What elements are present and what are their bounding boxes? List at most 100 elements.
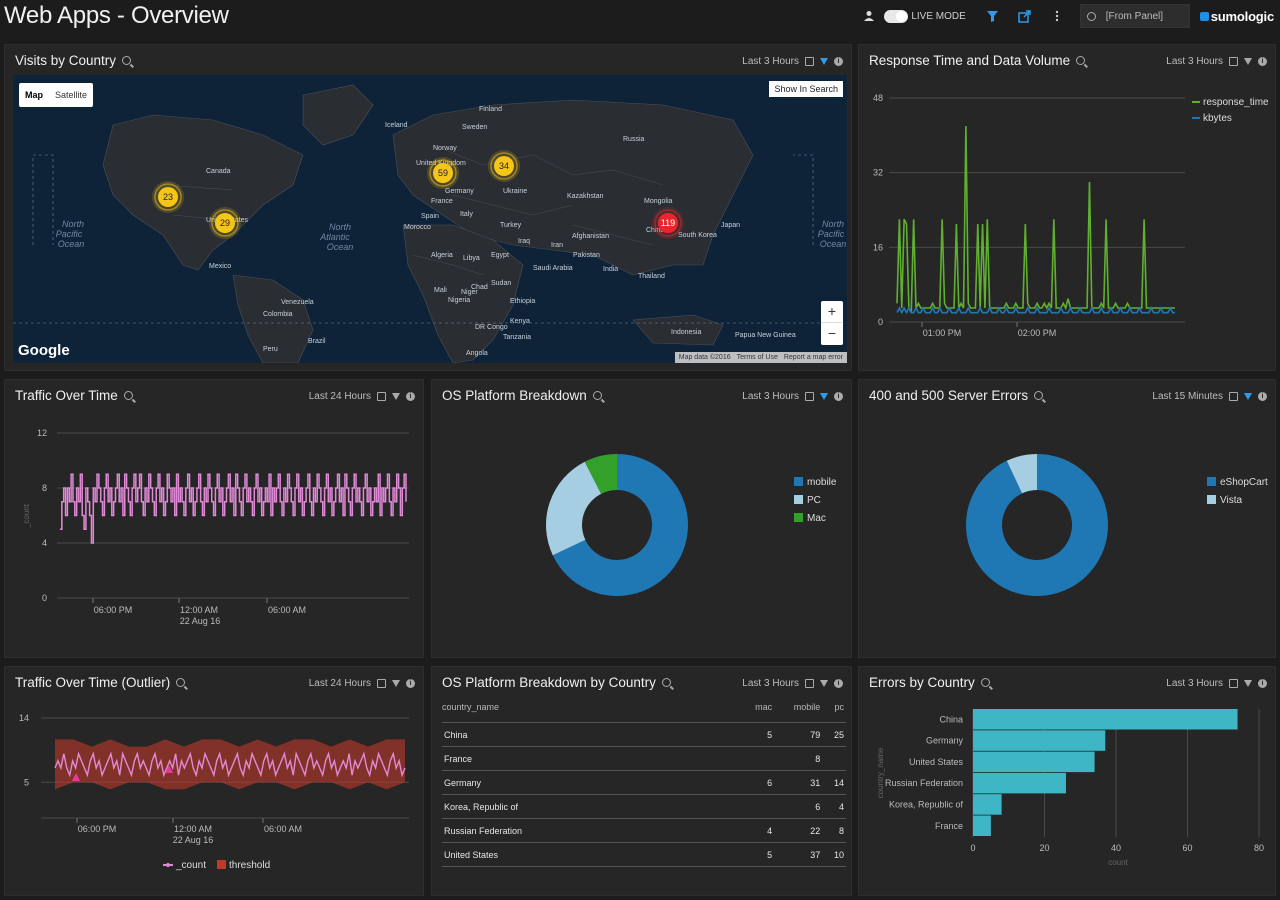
zoom-out-button[interactable]: −	[827, 325, 837, 341]
visit-cluster-marker[interactable]: 23	[152, 181, 184, 213]
report-error-link[interactable]: Report a map error	[783, 354, 843, 361]
info-icon[interactable]: i	[1258, 679, 1267, 688]
world-map[interactable]: Greenland Iceland Finland Sweden Norway Russi…	[13, 75, 847, 363]
live-mode-toggle[interactable]	[884, 9, 909, 23]
bar[interactable]	[973, 794, 1002, 815]
search-icon[interactable]	[661, 678, 671, 687]
donut-slice-mac[interactable]	[584, 454, 617, 494]
copy-icon[interactable]	[805, 679, 814, 688]
map-place-label: Tanzania	[503, 334, 531, 341]
table-row[interactable]: Russian Federation 4 22 8	[442, 818, 846, 843]
info-icon[interactable]: i	[1258, 57, 1267, 66]
satellite-button[interactable]: Satellite	[55, 90, 88, 100]
y-axis-label: country_name	[876, 747, 885, 798]
y-tick-label: 5	[24, 777, 29, 787]
copy-icon[interactable]	[1229, 679, 1238, 688]
copy-icon[interactable]	[1229, 57, 1238, 66]
y-tick-label: 16	[873, 242, 883, 252]
filter-icon[interactable]	[820, 58, 828, 65]
map-place-label: Thailand	[638, 273, 665, 280]
donut-slice-mobile[interactable]	[552, 454, 688, 596]
bar[interactable]	[973, 730, 1106, 751]
cluster-count: 119	[661, 218, 675, 228]
copy-icon[interactable]	[805, 57, 814, 66]
table-row[interactable]: China 5 79 25	[442, 722, 846, 747]
ocean-label: Ocean	[327, 242, 354, 252]
copy-icon[interactable]	[377, 679, 386, 688]
share-icon[interactable]	[1016, 7, 1034, 25]
outlier-marker[interactable]	[72, 773, 80, 781]
show-in-search-button[interactable]: Show In Search	[769, 81, 843, 97]
map-place-label: China	[646, 227, 664, 234]
bar[interactable]	[973, 772, 1066, 794]
info-icon[interactable]: i	[834, 392, 843, 401]
x-tick-label: 40	[1111, 843, 1121, 853]
table-cell: 31	[774, 770, 823, 795]
y-tick-label: 8	[42, 483, 47, 493]
search-icon[interactable]	[122, 56, 132, 65]
search-icon[interactable]	[1076, 56, 1086, 65]
visit-cluster-marker[interactable]: 119	[652, 207, 684, 239]
legend-label: kbytes	[1203, 113, 1232, 124]
bar[interactable]	[973, 751, 1095, 773]
legend-label: Mac	[807, 513, 826, 524]
donut-slice-eshopcart[interactable]	[966, 454, 1108, 596]
table-row[interactable]: France 8	[442, 746, 846, 771]
ocean-label: North	[62, 219, 84, 229]
info-icon[interactable]: i	[834, 57, 843, 66]
copy-icon[interactable]	[377, 392, 386, 401]
terms-link[interactable]: Terms of Use	[736, 354, 778, 361]
search-icon[interactable]	[123, 391, 133, 400]
filter-icon[interactable]	[1244, 58, 1252, 65]
legend-label: mobile	[807, 477, 837, 488]
donut-slice-vista[interactable]	[1006, 454, 1037, 494]
filter-icon[interactable]	[1244, 680, 1252, 687]
panel-title: Visits by Country	[15, 53, 117, 68]
copy-icon[interactable]	[805, 392, 814, 401]
visit-cluster-marker[interactable]: 29	[209, 207, 241, 239]
filter-icon[interactable]	[984, 7, 1002, 25]
map-place-label: Saudi Arabia	[533, 265, 573, 272]
map-place-label: Kenya	[510, 318, 530, 325]
column-header[interactable]: pc	[822, 702, 846, 723]
table-row[interactable]: Germany 6 31 14	[442, 770, 846, 795]
bar[interactable]	[973, 815, 991, 837]
outlier-marker[interactable]	[165, 765, 173, 773]
filter-icon[interactable]	[392, 393, 400, 400]
map-button[interactable]: Map	[25, 90, 43, 100]
x-sub-label: 22 Aug 16	[173, 835, 214, 845]
table-row[interactable]: Korea, Republic of 6 4	[442, 794, 846, 819]
zoom-in-button[interactable]: +	[821, 301, 843, 323]
bar[interactable]	[973, 709, 1238, 730]
column-header[interactable]: country_name	[442, 702, 742, 723]
donut-slice-pc[interactable]	[546, 461, 602, 556]
filter-icon[interactable]	[1244, 393, 1252, 400]
map-place-label: Peru	[263, 346, 278, 353]
map-place-label: Italy	[460, 211, 473, 218]
column-header[interactable]: mobile	[774, 702, 823, 723]
visit-cluster-marker[interactable]: 34	[488, 150, 520, 182]
time-range-label: Last 3 Hours	[742, 678, 799, 689]
copy-icon[interactable]	[1229, 392, 1238, 401]
os-country-table: country_name mac mobile pc China 5 79 25 France…	[442, 702, 846, 867]
column-header[interactable]: mac	[742, 702, 775, 723]
info-icon[interactable]: i	[834, 679, 843, 688]
filter-icon[interactable]	[820, 393, 828, 400]
info-icon[interactable]: i	[406, 392, 415, 401]
search-icon[interactable]	[592, 391, 602, 400]
timezone-select[interactable]: [From Panel]	[1079, 4, 1190, 28]
table-row[interactable]: United States 5 37 10	[442, 842, 846, 867]
info-icon[interactable]: i	[1258, 392, 1267, 401]
info-icon[interactable]: i	[406, 679, 415, 688]
more-options-icon[interactable]	[1048, 7, 1066, 25]
filter-icon[interactable]	[392, 680, 400, 687]
search-icon[interactable]	[980, 678, 990, 687]
visit-cluster-marker[interactable]: 59	[427, 157, 459, 189]
filter-icon[interactable]	[820, 680, 828, 687]
search-icon[interactable]	[1034, 391, 1044, 400]
search-icon[interactable]	[176, 678, 186, 687]
user-icon[interactable]	[860, 7, 878, 25]
x-sub-label: 22 Aug 16	[180, 616, 221, 626]
x-tick-label: 06:00 AM	[268, 605, 306, 615]
os-by-country-panel: OS Platform Breakdown by Country Last 3 …	[431, 666, 852, 896]
